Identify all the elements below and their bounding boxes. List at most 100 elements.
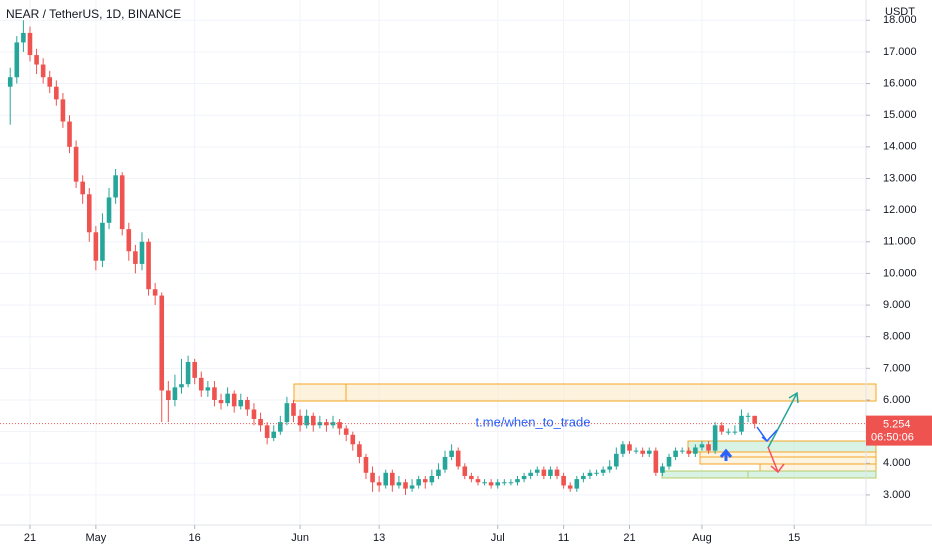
candle-body (409, 485, 415, 489)
candle-body (172, 387, 178, 400)
candle-body (620, 444, 626, 454)
candle-body (376, 482, 382, 486)
candle-body (449, 450, 454, 457)
candle-body (245, 400, 250, 410)
candle-body (60, 99, 66, 122)
candle-body (732, 431, 738, 433)
candle-body (383, 472, 389, 486)
candle-body (455, 450, 461, 467)
candle-body (218, 400, 224, 404)
candle-body (706, 444, 711, 451)
candle-body (581, 475, 586, 480)
candle-body (660, 466, 665, 473)
candle-body (337, 422, 342, 429)
candle-body (508, 482, 514, 484)
candle-body (166, 390, 171, 400)
candle-body (21, 32, 26, 43)
candle-body (198, 377, 204, 391)
arrow-down (767, 446, 785, 474)
candle-body (179, 384, 184, 388)
candle-body (350, 434, 356, 445)
candle-body (106, 197, 112, 223)
y-tick-label: 3.000 (883, 489, 911, 501)
candle-body (80, 181, 85, 195)
candle-body (47, 77, 53, 87)
support-zone (661, 470, 877, 479)
candle-body (258, 418, 263, 426)
candle-body (310, 415, 316, 426)
candle-body (726, 431, 731, 433)
candle-body (396, 482, 402, 486)
candle-body (238, 400, 244, 407)
x-tick-label: 21 (623, 532, 635, 544)
y-tick-label: 7.000 (883, 362, 911, 374)
candle-body (679, 450, 685, 452)
candle-body (251, 409, 257, 419)
x-tick-label: 21 (24, 532, 36, 544)
candle-body (27, 32, 33, 56)
candle-body (699, 444, 705, 448)
candles (0, 20, 866, 495)
candle-body (475, 479, 481, 483)
candle-body (390, 472, 395, 486)
candle-body (462, 466, 468, 476)
candle-body (488, 482, 494, 486)
candle-body (133, 251, 138, 264)
candle-body (673, 450, 678, 457)
candle-body (693, 447, 698, 454)
x-tick-label: Jun (291, 532, 309, 544)
arrow-up (767, 391, 799, 449)
y-tick-label: 10.000 (883, 267, 917, 279)
candle-body (291, 403, 296, 416)
y-tick-label: 14.000 (883, 141, 917, 153)
last-price-label: 5.254 (883, 419, 911, 431)
candle-body (495, 482, 501, 486)
y-tick-label: 12.000 (883, 204, 917, 216)
candle-body (357, 444, 362, 457)
y-axis-label: USDT (885, 6, 915, 18)
x-tick-label: 15 (788, 532, 800, 544)
candle-body (442, 456, 448, 470)
candle-body (370, 472, 375, 483)
candle-body (554, 469, 560, 476)
candle-body (146, 241, 151, 290)
arrow-entry (719, 448, 733, 461)
candle-body (212, 387, 217, 400)
x-tick-label: 11 (558, 532, 569, 544)
candle-body (541, 469, 547, 476)
candle-body (515, 479, 520, 483)
grid (0, 0, 866, 525)
candle-body (343, 428, 349, 435)
candle-body (429, 475, 435, 483)
candle-body (712, 425, 718, 451)
candle-body (614, 453, 619, 467)
candle-body (653, 450, 659, 473)
y-tick-label: 18.000 (883, 14, 917, 26)
candle-body (7, 77, 13, 87)
y-tick-label: 13.000 (883, 172, 917, 184)
candle-body (34, 55, 39, 65)
candle-body (719, 425, 725, 432)
y-tick-label: 4.000 (883, 457, 911, 469)
candle-body (73, 146, 79, 182)
x-tick-label: Jul (491, 532, 505, 544)
candle-body (436, 469, 441, 476)
candle-body (113, 175, 118, 198)
x-tick-label: 13 (373, 532, 385, 544)
candle-body (139, 241, 145, 264)
candle-body (284, 403, 290, 423)
candle-body (119, 175, 125, 230)
candle-body (752, 415, 757, 424)
candle-body (627, 444, 632, 451)
candle-body (231, 393, 237, 407)
arrow-dip (756, 426, 778, 443)
candle-body (297, 415, 303, 426)
candle-body (502, 482, 507, 484)
candle-body (324, 422, 329, 426)
x-tick-label: May (85, 532, 106, 544)
annotation: t.me/when_to_trade (476, 414, 591, 429)
candle-body (640, 450, 645, 454)
chart-title: NEAR / TetherUS, 1D, BINANCE (6, 7, 181, 21)
y-tick-label: 11.000 (883, 236, 916, 248)
